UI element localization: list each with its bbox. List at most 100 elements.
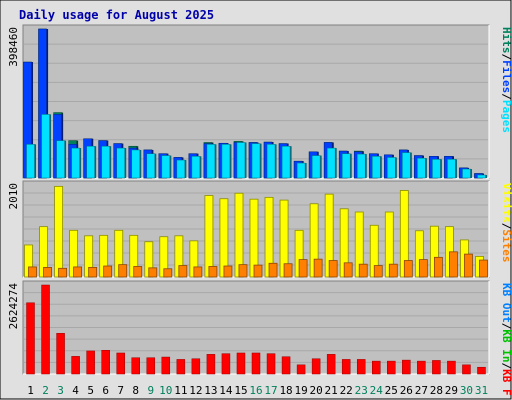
bar-kb-f <box>221 353 231 375</box>
legend-sites: Sites <box>500 229 512 262</box>
day-label: 28 <box>430 384 443 397</box>
bar-visits <box>54 185 63 278</box>
bar-kb-f <box>101 350 110 375</box>
bar-kb-f <box>447 360 456 375</box>
bar-pages <box>161 155 171 179</box>
bar-kb-f <box>281 356 291 375</box>
bar-kb-f <box>161 356 171 375</box>
bar-pages <box>281 145 291 179</box>
legend-files: Files <box>500 60 512 93</box>
bar-kb-f <box>206 354 216 375</box>
bar-kb-f <box>402 359 411 375</box>
bar-sites <box>238 264 248 278</box>
bar-pages <box>417 157 426 179</box>
bar-pages <box>477 174 486 179</box>
legend: Visits/Sites <box>500 183 512 263</box>
bar-pages <box>432 159 441 179</box>
bar-kb-f <box>86 350 95 375</box>
legend-pages: Pages <box>500 100 512 133</box>
legend-kb-f: KB F <box>500 369 512 396</box>
bar-pages <box>191 156 201 179</box>
bar-sites <box>28 266 37 278</box>
bar-pages <box>402 152 411 179</box>
bar-pages <box>311 155 321 179</box>
bar-pages <box>341 153 351 179</box>
legend-hits: Hits <box>500 27 512 54</box>
bar-pages <box>251 143 261 179</box>
bar-kb-f <box>341 359 351 375</box>
day-label: 27 <box>415 384 428 397</box>
bar-kb-f <box>417 360 426 375</box>
bar-sites <box>328 260 338 278</box>
bar-sites <box>479 259 488 278</box>
day-label: 11 <box>174 384 187 397</box>
bar-kb-f <box>176 359 186 375</box>
panel-hits-files-pages: 398460 Hits/Files/Pages <box>7 24 512 179</box>
bar-kb-f <box>146 357 156 375</box>
bar-kb-f <box>372 360 381 375</box>
day-label: 8 <box>132 384 139 397</box>
bar-sites <box>88 266 98 278</box>
bar-sites <box>208 266 218 278</box>
bar-sites <box>73 266 83 278</box>
bar-pages <box>56 140 65 179</box>
bar-sites <box>268 262 278 278</box>
bar-kb-f <box>326 354 336 375</box>
day-label: 29 <box>445 384 458 397</box>
bar-sites <box>403 260 413 278</box>
day-label: 10 <box>159 384 172 397</box>
day-label: 20 <box>310 384 323 397</box>
bar-pages <box>71 147 80 179</box>
day-label: 6 <box>102 384 109 397</box>
y-max-label: 2624274 <box>7 283 20 330</box>
bar-pages <box>146 153 156 179</box>
bar-pages <box>387 157 396 179</box>
bar-pages <box>41 114 50 179</box>
legend: KB Out/KB In/KB F <box>500 283 512 396</box>
bar-sites <box>449 251 458 278</box>
day-labels: 1 2 3 4 5 6 7 8 9 10 11 12 13 14 15 16 17 18 19 20 21 22 23 24 2… <box>27 384 488 397</box>
legend: Hits/Files/Pages <box>500 27 512 133</box>
bar-kb-f <box>387 360 396 375</box>
day-label: 19 <box>294 384 307 397</box>
day-label: 13 <box>204 384 217 397</box>
bar-sites <box>178 265 188 278</box>
bar-pages <box>101 145 110 179</box>
bar-kb-f <box>432 360 441 375</box>
bar-pages <box>447 159 456 179</box>
bar-sites <box>163 268 173 278</box>
bar-kb-f <box>477 366 486 375</box>
bar-sites <box>103 265 113 278</box>
bar-sites <box>223 265 233 278</box>
bar-sites <box>148 267 158 278</box>
day-label: 25 <box>385 384 398 397</box>
day-label: 12 <box>189 384 202 397</box>
bar-sites <box>298 259 308 278</box>
legend-separator: / <box>500 363 512 370</box>
bar-pages <box>26 144 35 179</box>
day-label: 3 <box>57 384 64 397</box>
bar-pages <box>296 162 306 179</box>
bar-sites <box>133 266 143 278</box>
bar-kb-f <box>266 353 276 375</box>
bar-pages <box>206 144 216 179</box>
day-label: 16 <box>249 384 262 397</box>
bar-kb-f <box>296 364 306 375</box>
bar-pages <box>131 149 140 179</box>
panel-visits-sites: 2010 Visits/Sites <box>7 180 512 278</box>
bar-kb-f <box>26 302 35 375</box>
bar-kb-f <box>251 352 261 375</box>
bar-pages <box>176 159 186 179</box>
day-label: 31 <box>475 384 488 397</box>
bar-sites <box>283 263 293 278</box>
bar-sites <box>193 266 203 278</box>
bar-sites <box>358 263 368 278</box>
chart-title: Daily usage for August 2025 <box>19 8 214 22</box>
day-label: 14 <box>219 384 233 397</box>
bar-sites <box>373 265 383 278</box>
bar-pages <box>326 147 336 179</box>
day-label: 23 <box>355 384 368 397</box>
y-max-label: 2010 <box>7 183 20 210</box>
